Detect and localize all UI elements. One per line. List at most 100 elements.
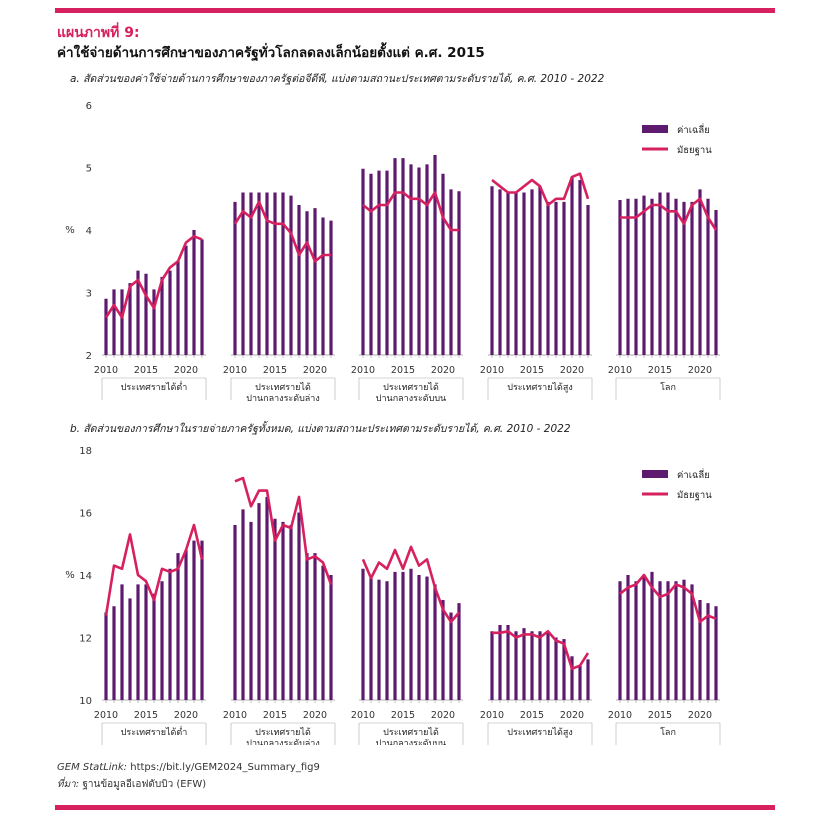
- chart-b-bar-mean: [506, 625, 510, 700]
- chart-a-ytick-label: 3: [86, 289, 92, 300]
- chart-b-bar-mean: [562, 639, 566, 700]
- chart-b-bar-mean: [361, 568, 365, 700]
- chart-a-bar-mean: [417, 167, 421, 355]
- chart-a-bar-mean: [305, 211, 309, 355]
- source-label: ที่มา:: [57, 779, 80, 790]
- chart-a-bar-mean: [192, 230, 196, 355]
- chart-a-bar-mean: [144, 273, 148, 355]
- chart-b-bar-mean: [184, 550, 188, 700]
- chart-a-bar-mean: [377, 170, 381, 355]
- chart-b-bar-mean: [514, 631, 518, 700]
- chart-b-bar-mean: [273, 518, 277, 700]
- chart-b-group-label: ประเทศรายได้: [383, 727, 439, 738]
- chart-b-bar-mean: [152, 593, 156, 700]
- chart-a-group-label: ปานกลางระดับล่าง: [246, 394, 320, 404]
- chart-a-bar-mean: [136, 270, 140, 355]
- chart-a-bar-mean: [449, 189, 453, 355]
- chart-a-xtick-label: 2020: [560, 365, 584, 376]
- chart-b-xtick-label: 2015: [391, 710, 415, 721]
- chart-b-median-line: [104, 523, 204, 616]
- chart-a-xtick-label: 2020: [303, 365, 327, 376]
- chart-a-bar-mean: [401, 158, 405, 355]
- chart-a-ytick-label: 2: [86, 351, 92, 362]
- chart-a-xtick-label: 2010: [223, 365, 247, 376]
- chart-a-bar-mean: [457, 191, 461, 355]
- panel-b-title: b. สัดส่วนของการศึกษาในรายจ่ายภาครัฐทั้ง…: [70, 423, 571, 435]
- chart-a-bar-mean: [257, 192, 261, 355]
- chart-b-xtick-label: 2010: [351, 710, 375, 721]
- chart-a-legend-mean-label: ค่าเฉลี่ย: [677, 123, 710, 136]
- chart-a-xtick-label: 2020: [431, 365, 455, 376]
- chart-b-ytick-label: 12: [79, 634, 92, 645]
- chart-b-legend-median-label: มัธยฐาน: [677, 490, 712, 501]
- figure-title: ค่าใช้จ่ายด้านการศึกษาของภาครัฐทั่วโลกลด…: [57, 45, 485, 61]
- chart-b-median-line: [492, 630, 590, 671]
- chart-a-xtick-label: 2015: [263, 365, 287, 376]
- chart-a-bar-mean: [538, 186, 542, 355]
- chart-a-bar-mean: [361, 168, 365, 355]
- chart-a-ytick-label: 6: [86, 101, 92, 112]
- top-accent-bar: [55, 8, 775, 13]
- chart-b-bar-mean: [136, 584, 140, 700]
- chart-b-bar-mean: [522, 628, 526, 700]
- chart-b-group-label: ปานกลางระดับบน: [376, 739, 446, 745]
- chart-a-ylabel: %: [65, 225, 75, 236]
- chart-a-bar-mean: [321, 217, 325, 355]
- chart-a-median-line: [233, 200, 331, 263]
- chart-a-bar-mean: [634, 198, 638, 355]
- chart-b-ytick-label: 10: [79, 696, 92, 707]
- chart-a-bar-mean: [281, 192, 285, 355]
- chart-b-bar-mean: [530, 631, 534, 700]
- chart-b-bar-mean: [313, 553, 317, 700]
- chart-a-bar-mean: [200, 239, 204, 355]
- chart-a-bar-mean: [176, 261, 180, 355]
- source-note: ที่มา: ฐานข้อมูลอีเอฟดับบิว (EFW): [57, 777, 206, 792]
- chart-a-median-line: [362, 191, 459, 232]
- chart-b-bar-mean: [618, 581, 622, 700]
- chart-a-bar-mean: [160, 276, 164, 355]
- chart-a-bar-mean: [152, 289, 156, 355]
- chart-b-median-line: [361, 545, 460, 624]
- chart-b-bar-mean: [176, 553, 180, 700]
- chart-b-bar-mean: [329, 575, 333, 700]
- chart-a-bar-mean: [409, 164, 413, 355]
- chart-a-xtick-label: 2010: [351, 365, 375, 376]
- chart-a-bar-mean: [441, 173, 445, 355]
- chart-b-bar-mean: [666, 581, 670, 700]
- statlink-url[interactable]: https://bit.ly/GEM2024_Summary_fig9: [130, 762, 320, 773]
- chart-a-bar-mean: [112, 289, 116, 355]
- chart-a-group-label: ประเทศรายได้: [255, 382, 311, 393]
- chart-a-bar-mean: [104, 298, 108, 355]
- chart-b-xtick-label: 2020: [688, 710, 712, 721]
- chart-b-xtick-label: 2010: [480, 710, 504, 721]
- chart-a-ytick-label: 5: [86, 164, 92, 175]
- chart-b-bar-mean: [104, 612, 108, 700]
- chart-b-median-line: [619, 573, 717, 624]
- chart-b-bar-mean: [490, 631, 494, 700]
- statlink-label: GEM StatLink:: [57, 762, 128, 773]
- chart-b-bar-mean: [433, 584, 437, 700]
- chart-a-group-label: โลก: [660, 382, 676, 393]
- chart-a-bar-mean: [297, 205, 301, 355]
- chart-a-bar-mean: [249, 192, 253, 355]
- chart-b-bar-mean: [570, 656, 574, 700]
- chart-b-xtick-label: 2010: [94, 710, 118, 721]
- chart-b-bar-mean: [714, 606, 718, 700]
- chart-a-bar-mean: [313, 208, 317, 355]
- chart-b-bar-mean: [650, 571, 654, 700]
- chart-a-bar-mean: [522, 192, 526, 355]
- chart-a-bar-mean: [682, 201, 686, 355]
- chart-a-ytick-label: 4: [86, 226, 92, 237]
- chart-a-bar-mean: [562, 201, 566, 355]
- chart-b-bar-mean: [369, 578, 373, 700]
- chart-a-group-label: ประเทศรายได้ต่ำ: [121, 380, 188, 393]
- chart-a-bar-mean: [706, 198, 710, 355]
- chart-b-group-label: ประเทศรายได้ต่ำ: [121, 725, 188, 738]
- chart-b-bar-mean: [200, 540, 204, 700]
- chart-b-xtick-label: 2020: [303, 710, 327, 721]
- chart-a-xtick-label: 2015: [520, 365, 544, 376]
- chart-b-bar-mean: [120, 584, 124, 700]
- chart-b-bar-mean: [457, 603, 461, 700]
- chart-a-bar-mean: [714, 210, 718, 355]
- chart-b-bar-mean: [690, 584, 694, 700]
